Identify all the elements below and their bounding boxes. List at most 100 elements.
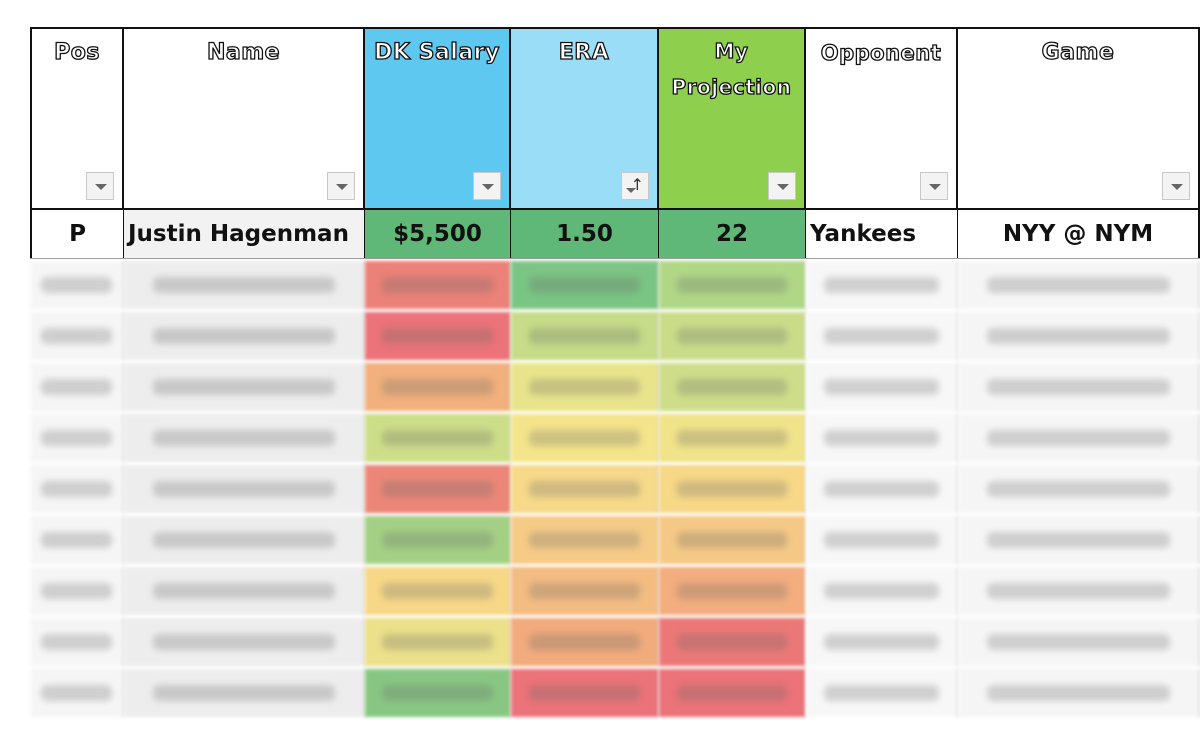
obscured-cell[interactable] (30, 312, 124, 360)
obscured-cell[interactable] (958, 363, 1200, 411)
table-row-obscured[interactable] (30, 414, 1200, 462)
filter-projection-button[interactable] (768, 172, 796, 200)
obscured-cell[interactable] (365, 669, 511, 717)
obscured-cell[interactable] (365, 363, 511, 411)
obscured-cell[interactable] (958, 465, 1200, 513)
cell-pos[interactable]: P (30, 210, 124, 258)
obscured-cell[interactable] (124, 669, 365, 717)
obscured-text (382, 328, 493, 344)
obscured-cell[interactable] (124, 465, 365, 513)
obscured-cell[interactable] (124, 363, 365, 411)
obscured-cell[interactable] (365, 414, 511, 462)
cell-game[interactable]: NYY @ NYM (958, 210, 1200, 258)
obscured-cell[interactable] (365, 465, 511, 513)
table-row-obscured[interactable] (30, 261, 1200, 309)
table-row-obscured[interactable] (30, 363, 1200, 411)
filter-pos-button[interactable] (86, 172, 114, 200)
cell-projection[interactable]: 22 (659, 210, 806, 258)
obscured-cell[interactable] (659, 312, 806, 360)
cell-era[interactable]: 1.50 (511, 210, 659, 258)
obscured-cell[interactable] (511, 261, 659, 309)
obscured-cell[interactable] (124, 567, 365, 615)
obscured-cell[interactable] (806, 363, 958, 411)
cell-name[interactable]: Justin Hagenman (124, 210, 365, 258)
obscured-cell[interactable] (659, 618, 806, 666)
table-row-obscured[interactable] (30, 669, 1200, 717)
header-name: Name (122, 27, 365, 210)
obscured-cell[interactable] (806, 261, 958, 309)
table-row-obscured[interactable] (30, 516, 1200, 564)
obscured-cell[interactable] (806, 312, 958, 360)
obscured-cell[interactable] (511, 669, 659, 717)
obscured-cell[interactable] (659, 414, 806, 462)
obscured-cell[interactable] (958, 261, 1200, 309)
table-row-obscured[interactable] (30, 465, 1200, 513)
obscured-cell[interactable] (365, 516, 511, 564)
obscured-text (824, 277, 939, 293)
obscured-cell[interactable] (124, 618, 365, 666)
table-row-obscured[interactable] (30, 618, 1200, 666)
obscured-cell[interactable] (958, 516, 1200, 564)
chevron-down-icon (95, 184, 107, 190)
obscured-cell[interactable] (30, 669, 124, 717)
obscured-cell[interactable] (365, 618, 511, 666)
sort-arrow-up-icon: ↑ (630, 175, 644, 194)
obscured-cell[interactable] (511, 567, 659, 615)
filter-game-button[interactable] (1162, 172, 1190, 200)
cell-salary[interactable]: $5,500 (365, 210, 511, 258)
table-row-obscured[interactable] (30, 312, 1200, 360)
obscured-cell[interactable] (30, 618, 124, 666)
obscured-cell[interactable] (958, 312, 1200, 360)
obscured-cell[interactable] (365, 261, 511, 309)
obscured-cell[interactable] (659, 363, 806, 411)
chevron-down-icon (777, 184, 789, 190)
obscured-cell[interactable] (806, 465, 958, 513)
obscured-cell[interactable] (30, 414, 124, 462)
obscured-cell[interactable] (511, 312, 659, 360)
table-row-obscured[interactable] (30, 567, 1200, 615)
obscured-cell[interactable] (806, 516, 958, 564)
filter-opponent-button[interactable] (920, 172, 948, 200)
obscured-cell[interactable] (30, 363, 124, 411)
obscured-text (824, 532, 939, 548)
obscured-cell[interactable] (511, 414, 659, 462)
cell-opponent[interactable]: Yankees (806, 210, 958, 258)
obscured-cell[interactable] (659, 261, 806, 309)
obscured-cell[interactable] (30, 567, 124, 615)
obscured-cell[interactable] (659, 516, 806, 564)
chevron-down-icon (336, 184, 348, 190)
obscured-cell[interactable] (30, 516, 124, 564)
obscured-cell[interactable] (958, 669, 1200, 717)
obscured-text (382, 532, 493, 548)
obscured-text (382, 583, 493, 599)
obscured-cell[interactable] (958, 567, 1200, 615)
obscured-cell[interactable] (511, 618, 659, 666)
obscured-cell[interactable] (659, 669, 806, 717)
obscured-cell[interactable] (124, 414, 365, 462)
obscured-cell[interactable] (511, 516, 659, 564)
obscured-cell[interactable] (124, 261, 365, 309)
table-row[interactable]: P Justin Hagenman $5,500 1.50 22 Yankees… (30, 210, 1200, 259)
obscured-cell[interactable] (365, 312, 511, 360)
obscured-cell[interactable] (806, 618, 958, 666)
obscured-cell[interactable] (958, 414, 1200, 462)
obscured-cell[interactable] (806, 567, 958, 615)
obscured-cell[interactable] (30, 465, 124, 513)
obscured-cell[interactable] (124, 312, 365, 360)
sort-era-button[interactable]: ↑ (621, 172, 649, 200)
obscured-cell[interactable] (365, 567, 511, 615)
obscured-text (528, 634, 641, 650)
obscured-cell[interactable] (806, 414, 958, 462)
header-opponent: Opponent (804, 27, 958, 210)
obscured-cell[interactable] (511, 465, 659, 513)
obscured-cell[interactable] (659, 567, 806, 615)
obscured-cell[interactable] (30, 261, 124, 309)
obscured-cell[interactable] (806, 669, 958, 717)
filter-salary-button[interactable] (473, 172, 501, 200)
obscured-cell[interactable] (511, 363, 659, 411)
obscured-cell[interactable] (124, 516, 365, 564)
obscured-cell[interactable] (958, 618, 1200, 666)
filter-name-button[interactable] (327, 172, 355, 200)
obscured-text (382, 685, 493, 701)
obscured-cell[interactable] (659, 465, 806, 513)
